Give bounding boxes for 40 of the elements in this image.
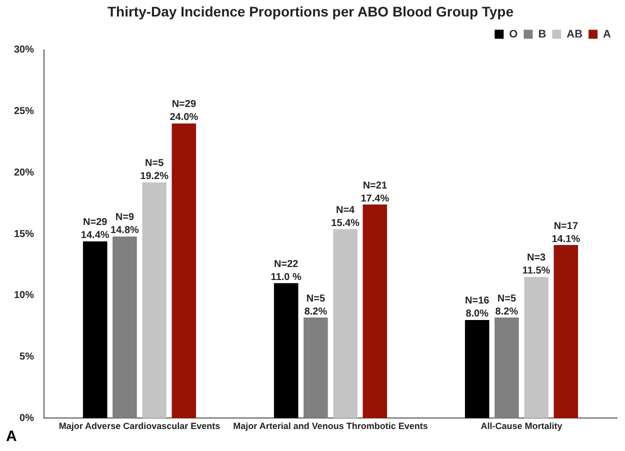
data-label: N=21 17.4% bbox=[360, 180, 390, 204]
bar bbox=[524, 276, 548, 418]
bar bbox=[333, 229, 358, 418]
bar bbox=[554, 245, 578, 418]
bar bbox=[142, 182, 166, 418]
data-label: N=22 11.0 % bbox=[270, 258, 302, 283]
bar bbox=[172, 123, 196, 418]
data-label: N=5 19.2% bbox=[140, 158, 169, 182]
legend-label: AB bbox=[566, 28, 583, 40]
data-label: N=3 11.5% bbox=[522, 252, 550, 277]
y-tick-label: 25% bbox=[14, 106, 34, 117]
y-tick-label: 20% bbox=[14, 167, 34, 178]
bar bbox=[82, 241, 108, 418]
legend-label: A bbox=[603, 28, 612, 40]
x-tick-label: All-Cause Mortality bbox=[480, 421, 562, 432]
text: A bbox=[6, 428, 17, 445]
y-tick-label: 10% bbox=[14, 290, 34, 302]
y-tick-label: 15% bbox=[14, 228, 34, 240]
y-tick-label: 5% bbox=[20, 352, 34, 363]
legend-label: O bbox=[509, 28, 518, 40]
bar bbox=[464, 320, 490, 418]
data-label: N=29 24.0% bbox=[170, 99, 198, 124]
bar bbox=[362, 204, 388, 418]
data-label: N=17 14.1% bbox=[552, 220, 580, 245]
data-label: N=16 8.0% bbox=[465, 296, 490, 320]
bar bbox=[304, 318, 328, 418]
data-label: N=9 14.8% bbox=[110, 212, 139, 236]
data-label: N=5 8.2% bbox=[495, 293, 518, 318]
data-label: N=4 15.4% bbox=[331, 204, 360, 229]
bar bbox=[494, 318, 519, 418]
y-tick-label: 30% bbox=[14, 44, 34, 56]
chart-title: Thirty-Day Incidence Proportions per ABO Blood Group Type bbox=[107, 3, 514, 20]
data-label: N=29 14.4% bbox=[80, 217, 110, 242]
legend-label: B bbox=[538, 28, 546, 40]
bar bbox=[112, 236, 137, 418]
x-tick-label: Major Adverse Cardiovascular Events bbox=[58, 421, 220, 432]
bar bbox=[274, 283, 298, 418]
x-tick-label: Major Arterial and Venous Thrombotic Events bbox=[233, 421, 428, 432]
data-label: N=5 8.2% bbox=[304, 293, 328, 318]
y-tick-label: 0% bbox=[20, 412, 34, 424]
